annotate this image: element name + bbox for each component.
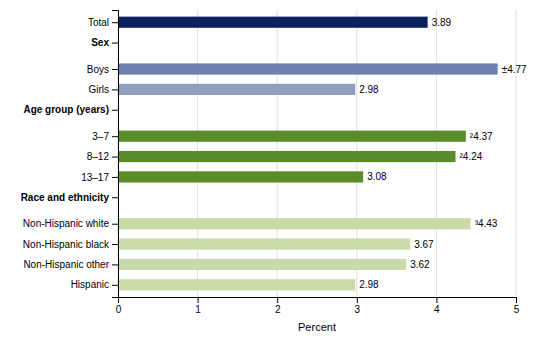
- bar: [118, 238, 410, 249]
- y-tick-label: Non-Hispanic white: [23, 218, 110, 229]
- bar: [118, 84, 355, 95]
- x-tick: 5: [514, 297, 520, 315]
- y-tick: Boys: [87, 64, 118, 75]
- data-labels: 3.89 ±4.77 2.98 ²4.37 ²4.24 3.08 ³4.43 3.67 3.62…: [359, 17, 527, 291]
- chart: 0 1 2 3 4 5 Total Sex Boys Girls Age group (years)…: [0, 0, 560, 339]
- x-tick: 1: [195, 297, 201, 315]
- y-tick-mark: [112, 285, 118, 286]
- x-tick-label: 1: [195, 304, 201, 315]
- bar: [118, 171, 363, 182]
- x-axis-line: [119, 298, 517, 304]
- x-tick-mark: [357, 297, 358, 303]
- data-label: 3.67: [414, 239, 434, 250]
- y-tick: Non-Hispanic black: [23, 239, 118, 250]
- y-tick-label: Boys: [87, 64, 109, 75]
- bars: [118, 17, 498, 291]
- y-tick-mark: [112, 110, 118, 111]
- y-tick-mark: [112, 197, 118, 198]
- x-tick: 4: [434, 297, 440, 315]
- data-label: 2.98: [359, 279, 379, 290]
- y-axis: Total Sex Boys Girls Age group (years) 3–7 8–1…: [21, 11, 119, 298]
- x-axis-title: Percent: [298, 321, 336, 333]
- bar: [118, 259, 406, 270]
- data-label: 3.89: [432, 17, 452, 28]
- y-tick: Total: [88, 17, 118, 28]
- y-tick-mark: [112, 43, 118, 44]
- y-tick: 8–12: [87, 151, 118, 162]
- group-header: Age group (years): [23, 104, 118, 115]
- x-axis: 0 1 2 3 4 5: [116, 297, 520, 315]
- y-tick-mark: [112, 264, 118, 265]
- grid: [118, 10, 516, 297]
- data-label: 2.98: [359, 84, 379, 95]
- y-tick-label: 3–7: [92, 131, 109, 142]
- group-header-label: Age group (years): [23, 104, 109, 115]
- y-tick-mark: [112, 244, 118, 245]
- y-axis-line: [112, 11, 119, 298]
- bar: [118, 218, 471, 229]
- data-label: 3.62: [410, 259, 430, 270]
- group-header: Race and ethnicity: [21, 192, 118, 203]
- y-tick-mark: [112, 224, 118, 225]
- group-header-label: Sex: [91, 37, 109, 48]
- y-tick-label: Total: [88, 17, 109, 28]
- y-tick-mark: [112, 136, 118, 137]
- data-label: 3.08: [367, 171, 387, 182]
- group-header-label: Race and ethnicity: [21, 192, 110, 203]
- x-tick: 2: [275, 297, 281, 315]
- x-tick-label: 0: [116, 304, 122, 315]
- group-header: Sex: [91, 37, 118, 48]
- y-tick-mark: [112, 89, 118, 90]
- y-tick-label: Hispanic: [71, 279, 109, 290]
- y-tick-label: 13–17: [81, 172, 109, 183]
- y-tick: 13–17: [81, 172, 118, 183]
- y-tick-mark: [112, 177, 118, 178]
- y-tick: 3–7: [92, 131, 118, 142]
- x-tick: 3: [355, 297, 361, 315]
- x-tick-label: 2: [275, 304, 281, 315]
- data-label: ³4.43: [475, 218, 498, 229]
- bar: [118, 63, 498, 74]
- y-tick-mark: [112, 69, 118, 70]
- y-tick: Non-Hispanic other: [23, 259, 118, 270]
- y-tick-label: 8–12: [87, 151, 110, 162]
- y-tick: Non-Hispanic white: [23, 218, 118, 229]
- x-tick-label: 4: [434, 304, 440, 315]
- bar: [118, 17, 428, 28]
- y-tick-mark: [112, 22, 118, 23]
- y-tick: Hispanic: [71, 279, 118, 290]
- y-tick-label: Non-Hispanic other: [23, 259, 109, 270]
- data-label: ±4.77: [502, 64, 527, 75]
- data-label: ²4.24: [460, 151, 483, 162]
- y-tick-label: Girls: [88, 84, 109, 95]
- x-tick-mark: [277, 297, 278, 303]
- y-tick: Girls: [88, 84, 118, 95]
- x-tick-mark: [516, 297, 517, 303]
- bar: [118, 131, 466, 142]
- x-tick-mark: [436, 297, 437, 303]
- y-tick-mark: [112, 157, 118, 158]
- x-tick-label: 3: [355, 304, 361, 315]
- x-tick-mark: [198, 297, 199, 303]
- x-tick: 0: [116, 297, 122, 315]
- y-tick-label: Non-Hispanic black: [23, 239, 110, 250]
- bar: [118, 151, 456, 162]
- data-label: ²4.37: [470, 131, 493, 142]
- bar: [118, 279, 355, 290]
- plot: 0 1 2 3 4 5 Total Sex Boys Girls Age group (years)…: [21, 10, 527, 333]
- x-tick-label: 5: [514, 304, 520, 315]
- grid-line: [516, 10, 517, 297]
